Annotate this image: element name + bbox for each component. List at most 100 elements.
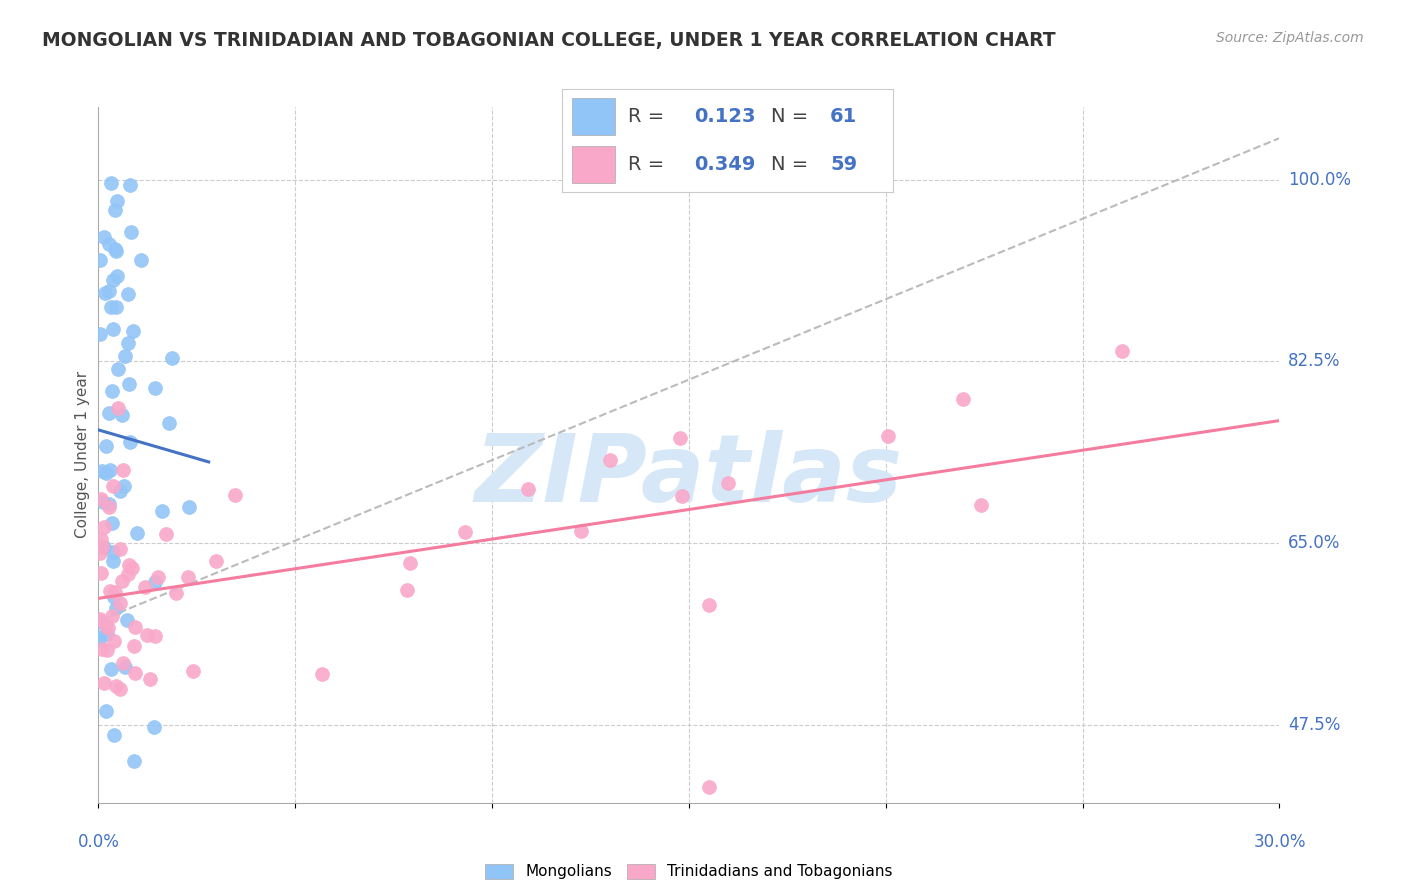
Point [87, 632, 110, 647]
Point [155, 527, 177, 541]
Text: 65.0%: 65.0% [1288, 534, 1340, 552]
Point [136, 628, 159, 642]
Point [100, 662, 122, 676]
Point [104, 300, 127, 314]
Point [120, 435, 142, 450]
Point [970, 498, 993, 512]
Point [599, 453, 621, 467]
Point [122, 754, 145, 768]
Point [104, 242, 127, 256]
Text: N =: N = [770, 107, 814, 127]
Point [117, 335, 139, 350]
Point [112, 479, 135, 493]
Point [89, 612, 111, 626]
FancyBboxPatch shape [572, 98, 616, 136]
Point [177, 500, 200, 514]
Point [105, 194, 128, 209]
Point [118, 178, 141, 192]
Text: 82.5%: 82.5% [1288, 352, 1340, 370]
Point [89, 326, 111, 341]
Point [101, 478, 124, 492]
Point [399, 556, 422, 570]
Point [114, 659, 136, 673]
Point [131, 252, 153, 267]
Point [143, 629, 166, 643]
Point [125, 525, 148, 540]
Point [100, 384, 122, 398]
Point [717, 475, 740, 490]
Point [101, 554, 124, 568]
Point [100, 300, 122, 314]
Point [143, 574, 166, 589]
Point [697, 599, 720, 613]
Text: 30.0%: 30.0% [1253, 833, 1306, 851]
Point [90, 615, 112, 630]
Point [118, 376, 141, 391]
Point [104, 202, 127, 217]
Point [117, 287, 139, 301]
Point [395, 582, 418, 597]
Point [115, 614, 138, 628]
Point [120, 225, 142, 239]
Text: R =: R = [628, 107, 671, 127]
Point [453, 525, 475, 540]
Point [143, 381, 166, 395]
Point [101, 516, 124, 530]
Point [101, 322, 124, 336]
Point [671, 489, 693, 503]
Point [93, 230, 115, 244]
Point [94, 704, 117, 718]
Point [517, 482, 540, 496]
Point [205, 554, 228, 568]
Point [89, 546, 111, 560]
Text: 0.0%: 0.0% [77, 833, 120, 851]
Point [121, 561, 143, 575]
Point [101, 545, 124, 559]
FancyBboxPatch shape [572, 145, 616, 183]
Point [91, 642, 114, 657]
Point [93, 675, 115, 690]
Point [93, 540, 115, 554]
Point [91, 541, 114, 555]
Text: 61: 61 [830, 107, 858, 127]
Point [181, 665, 204, 679]
Point [108, 484, 131, 499]
Point [160, 351, 183, 366]
Point [311, 667, 333, 681]
Point [668, 431, 690, 445]
Point [111, 463, 134, 477]
Point [94, 617, 117, 632]
Point [98, 236, 121, 251]
Text: MONGOLIAN VS TRINIDADIAN AND TOBAGONIAN COLLEGE, UNDER 1 YEAR CORRELATION CHART: MONGOLIAN VS TRINIDADIAN AND TOBAGONIAN … [42, 31, 1056, 50]
Text: 0.123: 0.123 [695, 107, 756, 127]
Point [98, 406, 121, 420]
Point [103, 633, 125, 648]
Text: R =: R = [628, 154, 671, 174]
Point [1111, 344, 1133, 359]
Legend: Mongolians, Trinidadians and Tobagonians: Mongolians, Trinidadians and Tobagonians [479, 857, 898, 886]
Point [108, 596, 131, 610]
Point [114, 349, 136, 363]
Point [96, 643, 118, 657]
Point [112, 657, 135, 671]
Point [148, 570, 170, 584]
Point [110, 682, 132, 697]
Text: ZIPatlas: ZIPatlas [475, 430, 903, 522]
Point [96, 626, 118, 640]
Point [97, 284, 120, 298]
Point [94, 439, 117, 453]
Point [165, 586, 187, 600]
Point [98, 500, 121, 515]
Point [118, 558, 141, 573]
Point [107, 361, 129, 376]
Point [103, 590, 125, 604]
Point [104, 600, 127, 615]
Point [117, 566, 139, 581]
Point [90, 464, 112, 478]
Point [87, 630, 110, 644]
Point [98, 583, 121, 598]
Text: 47.5%: 47.5% [1288, 716, 1340, 734]
Point [104, 584, 127, 599]
Point [224, 488, 246, 502]
Text: 0.349: 0.349 [695, 154, 756, 174]
